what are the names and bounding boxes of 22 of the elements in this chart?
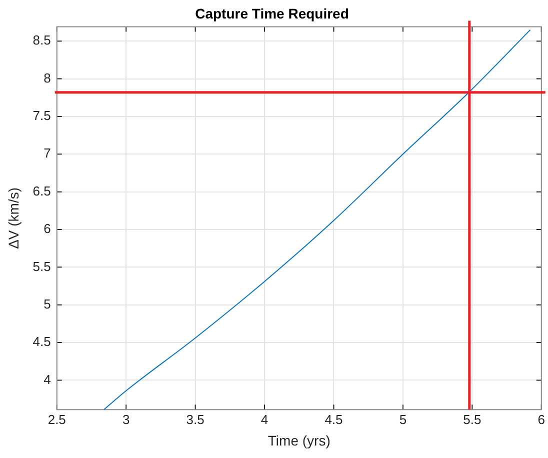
- x-tick-label: 5.5: [463, 412, 482, 427]
- y-tick-label: 8.5: [32, 32, 51, 48]
- x-axis-title: Time (yrs): [268, 432, 330, 448]
- x-tick-label: 4: [260, 412, 268, 427]
- x-tick-label: 6: [538, 412, 545, 427]
- x-tick-label: 2.5: [48, 412, 66, 427]
- x-tick-label: 3: [122, 412, 130, 427]
- x-tick-label: 3.5: [186, 412, 204, 427]
- chart-title: Capture Time Required: [195, 5, 349, 22]
- y-tick-label: 4: [44, 372, 51, 387]
- y-axis-title: ΔV (km/s): [5, 187, 22, 249]
- y-tick-label: 5.5: [32, 258, 51, 274]
- y-tick-label: 6.5: [32, 183, 51, 198]
- y-tick-label: 5: [44, 296, 51, 312]
- y-tick-label: 7: [44, 146, 51, 161]
- y-tick-label: 7.5: [32, 108, 51, 124]
- x-tick-label: 5: [399, 412, 407, 427]
- y-tick-label: 4.5: [32, 334, 51, 350]
- y-tick-label: 6: [44, 221, 51, 236]
- y-tick-label: 8: [44, 70, 51, 86]
- line-series: [103, 29, 531, 410]
- x-tick-label: 4.5: [324, 412, 343, 427]
